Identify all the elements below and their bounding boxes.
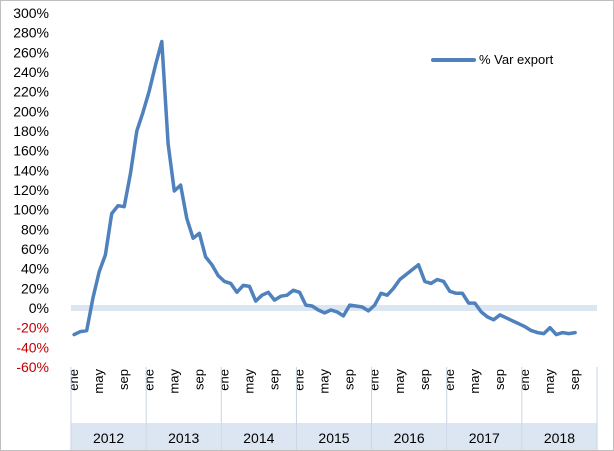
x-month-label: may bbox=[91, 369, 106, 394]
zero-band bbox=[71, 305, 597, 311]
x-month-label: sep bbox=[567, 369, 582, 390]
x-month-label: may bbox=[242, 369, 257, 394]
y-tick-label: 200% bbox=[13, 103, 49, 119]
x-month-label: ene bbox=[66, 369, 81, 391]
x-month-label: ene bbox=[442, 369, 457, 391]
x-month-label: sep bbox=[191, 369, 206, 390]
y-tick-label: 20% bbox=[21, 280, 49, 296]
y-tick-label: 60% bbox=[21, 241, 49, 257]
x-month-label: sep bbox=[116, 369, 131, 390]
x-month-label: may bbox=[166, 369, 181, 394]
x-month-label: ene bbox=[141, 369, 156, 391]
x-month-label: sep bbox=[267, 369, 282, 390]
x-month-label: ene bbox=[292, 369, 307, 391]
x-year-label: 2017 bbox=[469, 430, 500, 446]
year-band bbox=[296, 423, 372, 450]
year-band bbox=[71, 423, 146, 450]
x-month-label: may bbox=[392, 369, 407, 394]
x-month-label: ene bbox=[367, 369, 382, 391]
y-tick-label: 220% bbox=[13, 84, 49, 100]
y-tick-label: 120% bbox=[13, 182, 49, 198]
x-year-label: 2018 bbox=[544, 430, 575, 446]
y-tick-label: 40% bbox=[21, 261, 49, 277]
x-year-label: 2015 bbox=[318, 430, 349, 446]
x-month-label: sep bbox=[492, 369, 507, 390]
legend-label: % Var export bbox=[479, 52, 554, 67]
zero-band-layer bbox=[71, 305, 597, 311]
y-tick-label: 80% bbox=[21, 221, 49, 237]
series-line bbox=[72, 39, 577, 337]
x-year-label: 2012 bbox=[93, 430, 124, 446]
x-year-label: 2016 bbox=[394, 430, 425, 446]
year-band bbox=[372, 423, 447, 450]
y-tick-label: 240% bbox=[13, 64, 49, 80]
x-month-label: may bbox=[467, 369, 482, 394]
y-axis-ticks: -60% -40% -20% 0% 20% 40% 60% 80% 100% 120% 140% 16… bbox=[13, 5, 49, 375]
y-tick-label: 300% bbox=[13, 5, 49, 21]
y-tick-label: -40% bbox=[16, 339, 49, 355]
year-band bbox=[221, 423, 296, 450]
y-tick-label: 140% bbox=[13, 162, 49, 178]
y-tick-label: 260% bbox=[13, 44, 49, 60]
x-month-label: sep bbox=[342, 369, 357, 390]
year-band bbox=[522, 423, 597, 450]
y-tick-label: -20% bbox=[16, 320, 49, 336]
y-tick-label: -60% bbox=[16, 359, 49, 375]
x-year-label: 2014 bbox=[243, 430, 274, 446]
x-month-label: may bbox=[317, 369, 332, 394]
x-month-label: ene bbox=[216, 369, 231, 391]
x-month-label: ene bbox=[517, 369, 532, 391]
y-tick-label: 0% bbox=[29, 300, 49, 316]
x-year-label: 2013 bbox=[168, 430, 199, 446]
series-layer bbox=[72, 39, 577, 337]
y-tick-label: 160% bbox=[13, 143, 49, 159]
year-band bbox=[146, 423, 221, 450]
x-month-label: may bbox=[542, 369, 557, 394]
y-tick-label: 100% bbox=[13, 202, 49, 218]
y-tick-label: 180% bbox=[13, 123, 49, 139]
y-tick-label: 280% bbox=[13, 25, 49, 41]
legend: % Var export bbox=[431, 52, 554, 67]
x-month-label: sep bbox=[417, 369, 432, 390]
year-band bbox=[447, 423, 522, 450]
